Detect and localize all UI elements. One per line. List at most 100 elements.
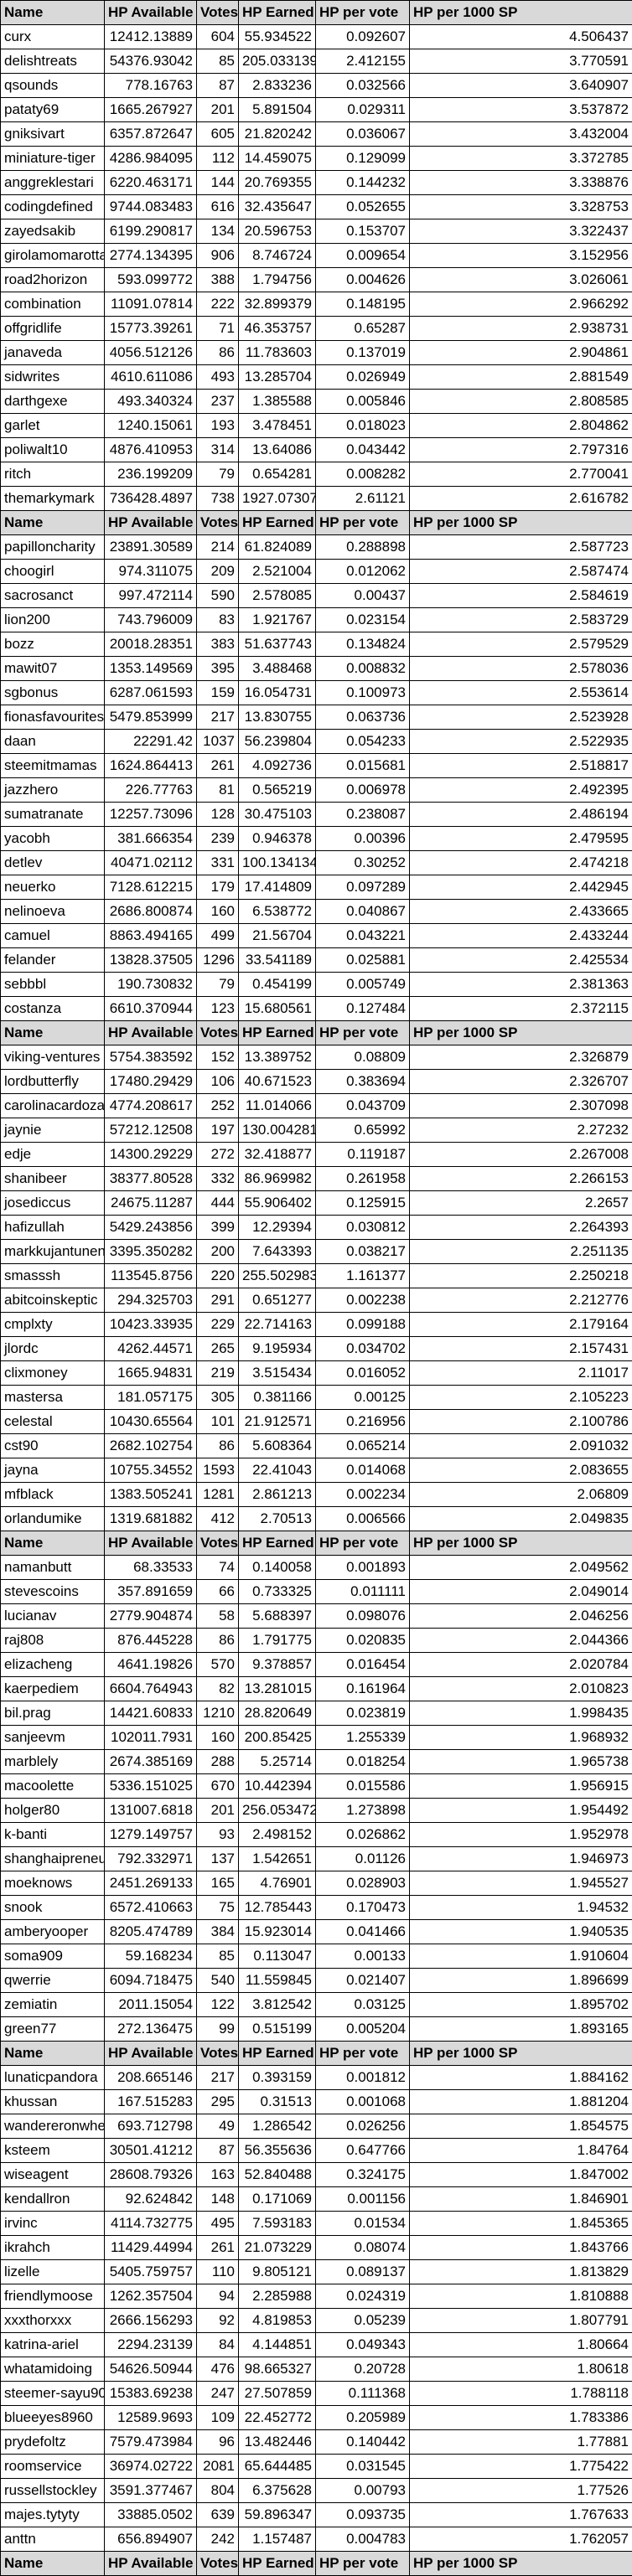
cell-hp-per-vote: 0.100973 (316, 681, 410, 705)
cell-hp-available: 4056.512126 (105, 341, 197, 365)
cell-hp-per-1000-sp: 1.846901 (410, 2187, 632, 2212)
cell-name: kaerpediem (1, 1677, 105, 1701)
cell-hp-per-1000-sp: 2.267008 (410, 1143, 632, 1167)
column-header-hp-earned: HP Earned (239, 2552, 316, 2576)
cell-hp-per-vote: 0.005749 (316, 973, 410, 997)
cell-hp-available: 381.666354 (105, 827, 197, 851)
cell-hp-earned: 1.385588 (239, 390, 316, 414)
cell-hp-available: 1319.681882 (105, 1507, 197, 1531)
cell-name: gniksivart (1, 122, 105, 147)
cell-name: neuerko (1, 875, 105, 900)
cell-hp-per-1000-sp: 1.813829 (410, 2260, 632, 2284)
cell-hp-per-vote: 0.004783 (316, 2527, 410, 2552)
cell-hp-earned: 200.85425 (239, 1726, 316, 1750)
cell-name: holger80 (1, 1799, 105, 1823)
cell-name: nelinoeva (1, 900, 105, 924)
cell-hp-per-1000-sp: 2.579529 (410, 632, 632, 657)
cell-hp-per-vote: 0.099188 (316, 1313, 410, 1337)
cell-hp-per-vote: 1.255339 (316, 1726, 410, 1750)
cell-hp-available: 4774.208617 (105, 1094, 197, 1118)
cell-hp-available: 2294.23139 (105, 2333, 197, 2357)
cell-hp-per-vote: 0.261958 (316, 1167, 410, 1191)
cell-hp-earned: 0.946378 (239, 827, 316, 851)
cell-hp-earned: 5.25714 (239, 1750, 316, 1774)
cell-name: josediccus (1, 1191, 105, 1216)
cell-hp-earned: 13.389752 (239, 1045, 316, 1070)
cell-hp-per-1000-sp: 2.966292 (410, 292, 632, 317)
cell-hp-earned: 12.29394 (239, 1216, 316, 1240)
cell-hp-per-1000-sp: 3.322437 (410, 219, 632, 244)
cell-hp-earned: 12.785443 (239, 1896, 316, 1920)
cell-hp-per-1000-sp: 2.381363 (410, 973, 632, 997)
cell-hp-available: 226.77763 (105, 778, 197, 803)
cell-hp-per-vote: 0.006978 (316, 778, 410, 803)
cell-hp-available: 743.796009 (105, 608, 197, 632)
cell-name: poliwalt10 (1, 438, 105, 462)
cell-hp-available: 68.33533 (105, 1556, 197, 1580)
cell-votes: 193 (197, 414, 239, 438)
cell-hp-per-vote: 0.016052 (316, 1361, 410, 1386)
cell-hp-per-1000-sp: 2.091032 (410, 1434, 632, 1458)
cell-hp-available: 59.168234 (105, 1944, 197, 1969)
cell-name: garlet (1, 414, 105, 438)
cell-hp-available: 13828.37505 (105, 948, 197, 973)
cell-hp-per-vote: 0.015586 (316, 1774, 410, 1799)
cell-votes: 217 (197, 705, 239, 730)
cell-hp-per-vote: 0.028903 (316, 1871, 410, 1896)
column-header-hp-earned: HP Earned (239, 1, 316, 25)
cell-hp-per-vote: 0.05239 (316, 2309, 410, 2333)
cell-hp-available: 14300.29229 (105, 1143, 197, 1167)
cell-votes: 1281 (197, 1483, 239, 1507)
cell-hp-available: 4610.611086 (105, 365, 197, 390)
cell-name: jlordc (1, 1337, 105, 1361)
cell-hp-available: 4876.410953 (105, 438, 197, 462)
cell-hp-earned: 0.565219 (239, 778, 316, 803)
cell-hp-per-vote: 0.097289 (316, 875, 410, 900)
cell-votes: 237 (197, 390, 239, 414)
cell-hp-per-1000-sp: 3.537872 (410, 98, 632, 122)
cell-hp-per-vote: 2.412155 (316, 49, 410, 74)
cell-votes: 209 (197, 560, 239, 584)
cell-hp-per-vote: 0.001068 (316, 2090, 410, 2114)
cell-hp-per-1000-sp: 2.486194 (410, 803, 632, 827)
cell-hp-available: 1279.149757 (105, 1823, 197, 1847)
cell-hp-available: 4114.732775 (105, 2212, 197, 2236)
cell-hp-available: 15383.69238 (105, 2382, 197, 2406)
cell-hp-per-vote: 0.00396 (316, 827, 410, 851)
cell-name: sumatranate (1, 803, 105, 827)
cell-name: jayna (1, 1458, 105, 1483)
cell-hp-earned: 0.381166 (239, 1386, 316, 1410)
cell-hp-per-1000-sp: 1.783386 (410, 2406, 632, 2430)
cell-hp-available: 8863.494165 (105, 924, 197, 948)
cell-votes: 144 (197, 171, 239, 195)
cell-hp-per-vote: 0.043442 (316, 438, 410, 462)
cell-hp-per-1000-sp: 1.965738 (410, 1750, 632, 1774)
cell-hp-per-vote: 0.08074 (316, 2236, 410, 2260)
cell-hp-per-1000-sp: 4.506437 (410, 25, 632, 49)
cell-votes: 288 (197, 1750, 239, 1774)
cell-name: whatamidoing (1, 2357, 105, 2382)
cell-hp-per-vote: 0.383694 (316, 1070, 410, 1094)
cell-hp-available: 2674.385169 (105, 1750, 197, 1774)
cell-votes: 159 (197, 681, 239, 705)
cell-name: steemer-sayu907 (1, 2382, 105, 2406)
cell-name: fionasfavourites (1, 705, 105, 730)
